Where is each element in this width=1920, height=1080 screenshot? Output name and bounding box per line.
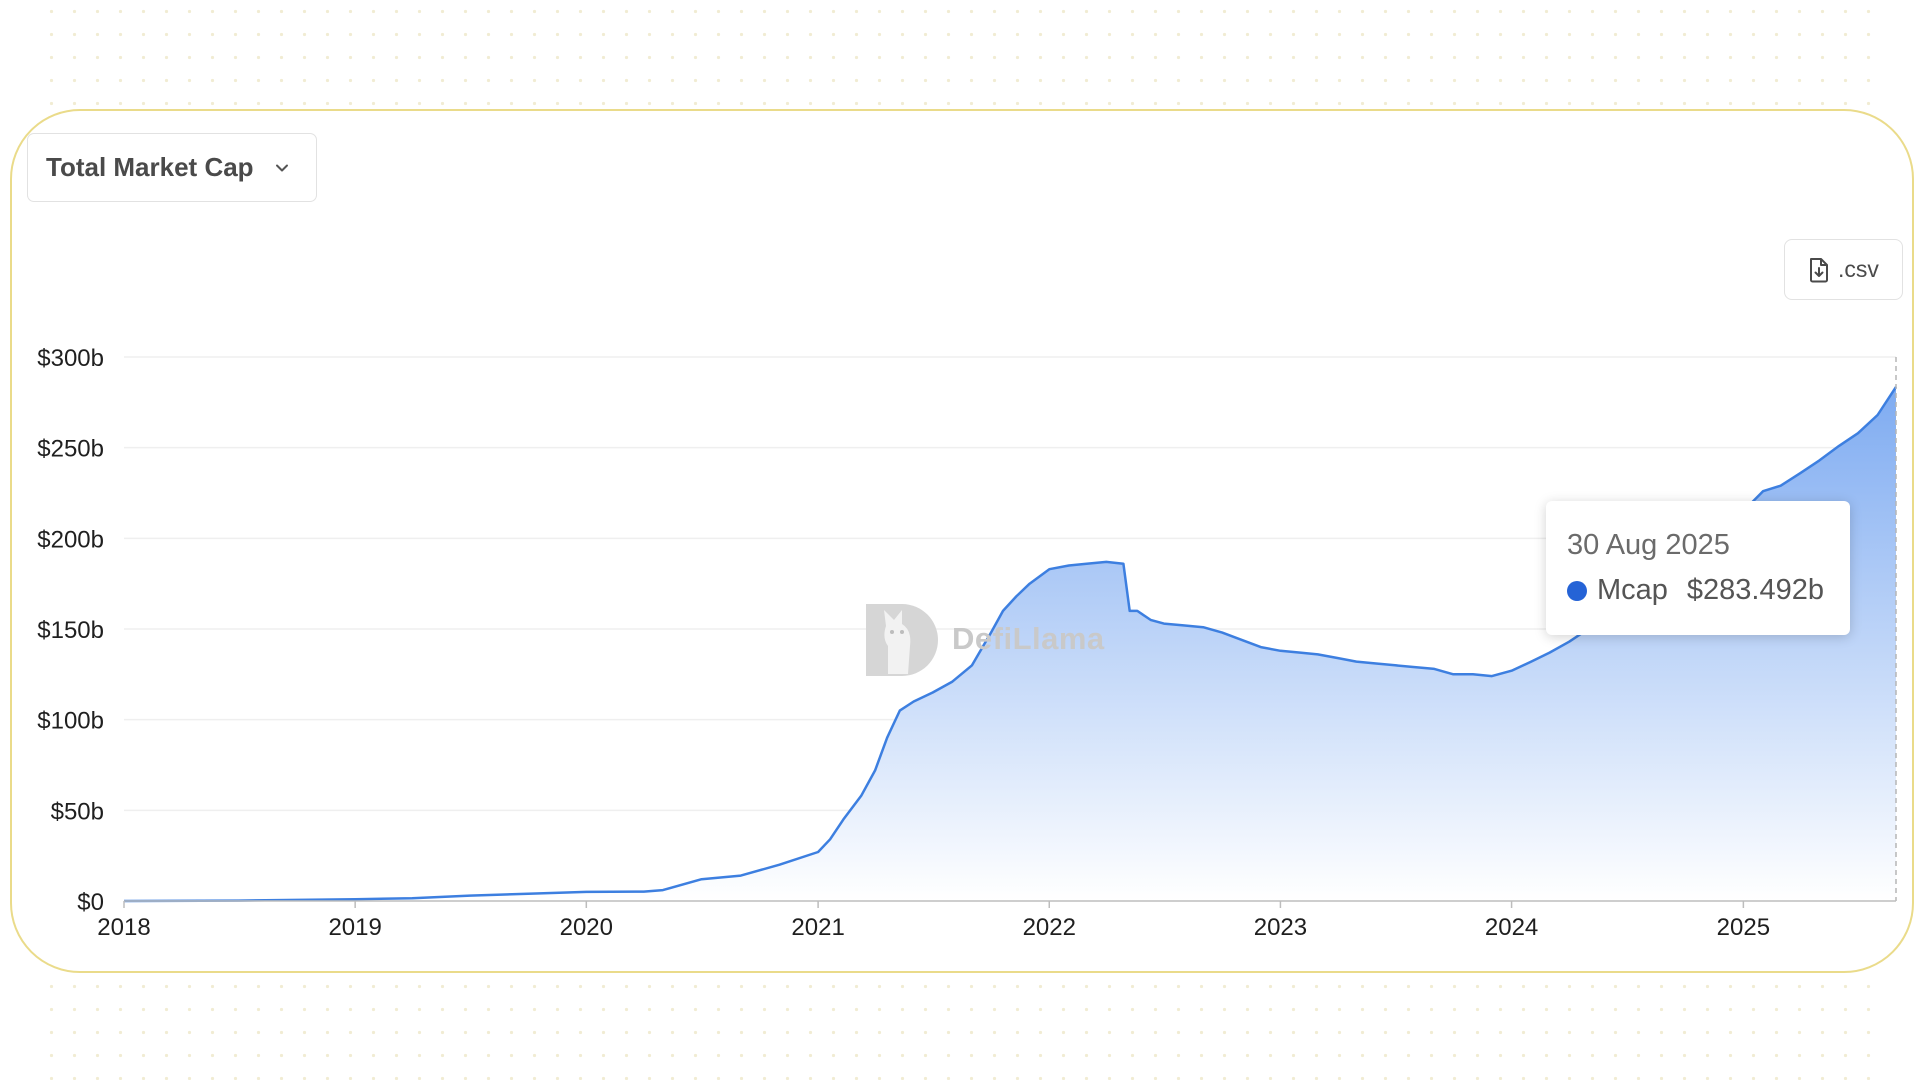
y-tick-label: $250b [37, 436, 104, 463]
series-area [124, 386, 1896, 901]
csv-download-button[interactable]: .csv [1784, 239, 1903, 300]
llama-logo-icon [866, 604, 938, 676]
watermark-text: DefiLlama [952, 621, 1105, 656]
defillama-watermark: DefiLlama [862, 596, 1105, 682]
tooltip-date: 30 Aug 2025 [1567, 529, 1730, 561]
metric-dropdown[interactable]: Total Market Cap [27, 133, 317, 202]
x-tick-label: 2024 [1485, 914, 1538, 941]
tooltip-row: Mcap $283.492b [1567, 574, 1824, 607]
y-tick-label: $100b [37, 708, 104, 735]
tooltip-series-dot [1567, 580, 1587, 601]
file-download-icon [1808, 257, 1830, 283]
y-tick-label: $150b [37, 617, 104, 644]
chevron-down-icon [274, 160, 290, 176]
chart-tooltip: 30 Aug 2025 Mcap $283.492b [1546, 501, 1850, 635]
y-tick-label: $300b [37, 345, 104, 372]
x-tick-label: 2019 [328, 914, 381, 941]
tooltip-value: $283.492b [1686, 574, 1825, 606]
tooltip-series-name: Mcap [1597, 574, 1668, 606]
metric-dropdown-label: Total Market Cap [46, 152, 254, 182]
background-dot-pattern-bottom [40, 975, 1880, 1080]
csv-download-label: .csv [1838, 256, 1879, 282]
y-tick-label: $200b [37, 526, 104, 553]
x-tick-label: 2025 [1717, 914, 1770, 941]
x-tick-label: 2018 [97, 914, 150, 941]
y-tick-label: $0 [77, 889, 104, 916]
background-dot-pattern-top [40, 0, 1880, 112]
x-tick-label: 2021 [791, 914, 844, 941]
x-tick-label: 2023 [1254, 914, 1307, 941]
x-tick-label: 2022 [1023, 914, 1076, 941]
y-tick-label: $50b [51, 798, 104, 825]
x-tick-label: 2020 [560, 914, 613, 941]
